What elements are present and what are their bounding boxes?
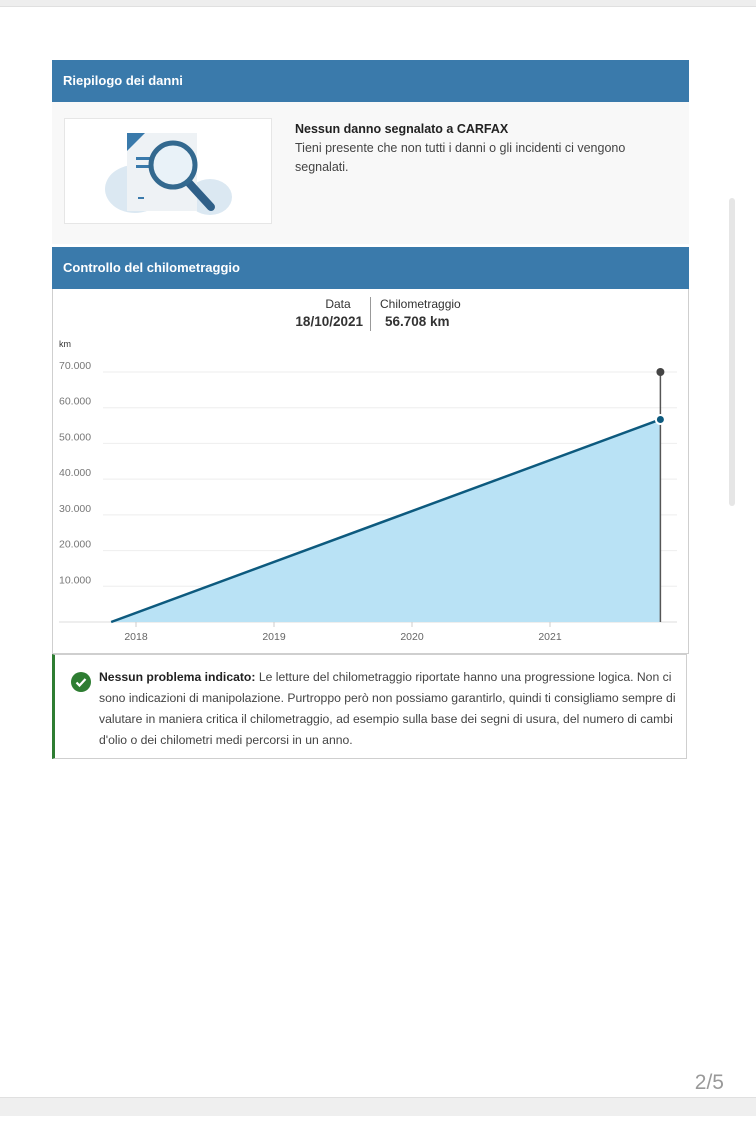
data-point bbox=[654, 413, 666, 425]
tooltip-km-label: Chilometraggio bbox=[380, 297, 461, 311]
y-axis-label: km bbox=[59, 339, 71, 349]
y-tick-label: 30.000 bbox=[59, 503, 91, 515]
hover-guide-marker bbox=[656, 368, 665, 376]
y-tick-label: 20.000 bbox=[59, 539, 91, 551]
mileage-header: Controllo del chilometraggio bbox=[52, 247, 689, 289]
damage-summary: Nessun danno segnalato a CARFAX Tieni pr… bbox=[52, 102, 689, 244]
y-tick-label: 60.000 bbox=[59, 396, 91, 408]
series-line bbox=[110, 418, 661, 624]
tooltip-divider bbox=[370, 297, 371, 331]
x-tick-label: 2018 bbox=[124, 631, 148, 643]
x-tick-label: 2019 bbox=[262, 631, 286, 643]
damage-title: Nessun danno segnalato a CARFAX bbox=[295, 122, 509, 136]
y-tick-label: 10.000 bbox=[59, 574, 91, 586]
chart-plot: km 10.000 20.000 30.000 40.000 50.000 60.000 70… bbox=[59, 339, 677, 643]
y-tick-label: 70.000 bbox=[59, 360, 91, 372]
y-tick-label: 40.000 bbox=[59, 467, 91, 479]
x-tick-label: 2021 bbox=[538, 631, 562, 643]
tooltip-date: Data 18/10/2021 bbox=[283, 297, 363, 329]
y-tick-label: 50.000 bbox=[59, 431, 91, 443]
page-indicator: 2/5 bbox=[694, 1071, 724, 1094]
note-bold: Nessun problema indicato: bbox=[99, 670, 256, 684]
tooltip-date-label: Data bbox=[325, 297, 351, 311]
top-bar bbox=[0, 0, 756, 7]
note-text: Nessun problema indicato: Le letture del… bbox=[99, 667, 679, 751]
check-circle-icon bbox=[71, 672, 91, 692]
mileage-status-note: Nessun problema indicato: Le letture del… bbox=[52, 654, 687, 759]
tooltip-km-value: 56.708 km bbox=[385, 314, 450, 329]
tooltip-date-value: 18/10/2021 bbox=[295, 314, 363, 329]
scrollbar[interactable] bbox=[729, 198, 735, 506]
x-tick-label: 2020 bbox=[400, 631, 424, 643]
damage-text: Tieni presente che non tutti i danni o g… bbox=[295, 141, 626, 174]
tooltip-km: Chilometraggio 56.708 km bbox=[380, 297, 461, 329]
mileage-chart: Data 18/10/2021 Chilometraggio 56.708 km… bbox=[52, 289, 689, 654]
damage-summary-header: Riepilogo dei danni bbox=[52, 60, 689, 102]
area-fill bbox=[111, 419, 661, 622]
note-body: Le letture del chilometraggio riportate … bbox=[99, 670, 676, 747]
document-magnifier-icon bbox=[64, 118, 272, 224]
bottom-bar bbox=[0, 1097, 756, 1116]
